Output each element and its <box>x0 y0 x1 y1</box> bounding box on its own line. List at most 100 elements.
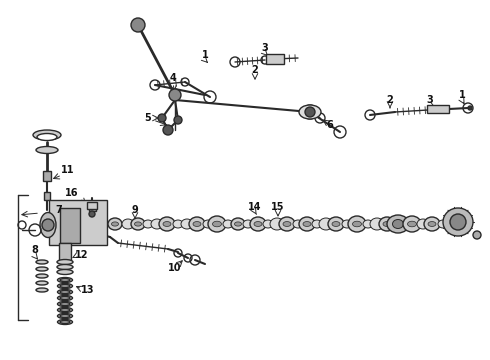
Ellipse shape <box>417 219 429 229</box>
Ellipse shape <box>250 217 266 231</box>
Text: 13: 13 <box>81 285 95 295</box>
Circle shape <box>131 18 145 32</box>
Ellipse shape <box>60 315 70 318</box>
Ellipse shape <box>408 221 416 227</box>
Circle shape <box>89 211 95 217</box>
Ellipse shape <box>319 218 333 230</box>
Ellipse shape <box>159 217 175 231</box>
Circle shape <box>169 89 181 101</box>
Ellipse shape <box>143 220 153 228</box>
Bar <box>49 199 107 244</box>
Ellipse shape <box>348 216 366 232</box>
Ellipse shape <box>189 217 205 231</box>
Ellipse shape <box>392 220 403 229</box>
Ellipse shape <box>299 217 315 231</box>
Ellipse shape <box>363 220 373 228</box>
Ellipse shape <box>108 218 122 230</box>
Ellipse shape <box>57 302 73 306</box>
Ellipse shape <box>57 265 73 270</box>
Text: 1: 1 <box>201 50 208 60</box>
Ellipse shape <box>283 221 291 226</box>
Ellipse shape <box>57 314 73 319</box>
Ellipse shape <box>383 221 391 226</box>
Ellipse shape <box>208 216 226 232</box>
Ellipse shape <box>328 217 344 231</box>
Ellipse shape <box>163 221 171 226</box>
Circle shape <box>158 114 166 122</box>
Text: 7: 7 <box>55 205 62 215</box>
Ellipse shape <box>203 220 213 228</box>
Ellipse shape <box>332 221 340 226</box>
Ellipse shape <box>57 284 73 288</box>
Circle shape <box>450 214 466 230</box>
Ellipse shape <box>131 218 145 230</box>
Ellipse shape <box>303 221 311 226</box>
Bar <box>87 202 97 208</box>
Ellipse shape <box>263 220 273 228</box>
Ellipse shape <box>387 215 409 233</box>
Text: 9: 9 <box>132 205 138 215</box>
Text: 12: 12 <box>75 250 89 260</box>
Text: 3: 3 <box>427 95 433 105</box>
Ellipse shape <box>36 147 58 153</box>
Ellipse shape <box>151 219 163 229</box>
Ellipse shape <box>37 134 57 140</box>
Ellipse shape <box>403 216 421 232</box>
Text: 10: 10 <box>168 263 182 273</box>
Ellipse shape <box>243 220 253 228</box>
Ellipse shape <box>352 221 362 227</box>
Text: 5: 5 <box>145 113 151 123</box>
Ellipse shape <box>299 105 321 119</box>
Ellipse shape <box>279 217 295 231</box>
Text: 3: 3 <box>262 43 269 53</box>
Ellipse shape <box>428 221 436 226</box>
Ellipse shape <box>379 217 395 231</box>
Bar <box>427 105 449 113</box>
Text: 2: 2 <box>387 95 393 105</box>
Ellipse shape <box>60 309 70 311</box>
Text: 4: 4 <box>170 73 176 83</box>
Ellipse shape <box>231 218 245 230</box>
Ellipse shape <box>60 297 70 300</box>
Ellipse shape <box>213 221 221 227</box>
Text: 16: 16 <box>65 188 79 198</box>
Ellipse shape <box>235 222 242 226</box>
Text: 6: 6 <box>327 120 333 130</box>
Circle shape <box>473 231 481 239</box>
Bar <box>266 54 284 64</box>
Ellipse shape <box>370 218 384 230</box>
Bar <box>59 243 71 261</box>
Ellipse shape <box>122 219 134 229</box>
Ellipse shape <box>60 302 70 306</box>
Ellipse shape <box>57 307 73 312</box>
Ellipse shape <box>193 221 201 226</box>
Ellipse shape <box>181 219 193 229</box>
Ellipse shape <box>270 218 284 230</box>
Ellipse shape <box>254 221 262 226</box>
Ellipse shape <box>443 208 473 236</box>
Ellipse shape <box>60 291 70 293</box>
Ellipse shape <box>424 217 440 231</box>
Ellipse shape <box>36 274 48 278</box>
Ellipse shape <box>57 260 73 265</box>
Ellipse shape <box>438 220 448 228</box>
Ellipse shape <box>112 222 119 226</box>
Bar <box>89 205 96 211</box>
Ellipse shape <box>57 270 73 274</box>
Text: 2: 2 <box>252 65 258 75</box>
Ellipse shape <box>40 212 56 238</box>
Ellipse shape <box>223 220 233 228</box>
Ellipse shape <box>57 320 73 324</box>
Ellipse shape <box>60 284 70 288</box>
Text: 15: 15 <box>271 202 285 212</box>
Ellipse shape <box>312 220 322 228</box>
Circle shape <box>174 116 182 124</box>
Ellipse shape <box>33 130 61 140</box>
Text: 11: 11 <box>61 165 75 175</box>
Ellipse shape <box>293 220 303 228</box>
Text: 8: 8 <box>31 245 38 255</box>
Ellipse shape <box>57 289 73 294</box>
Bar <box>43 171 51 181</box>
Circle shape <box>163 125 173 135</box>
Ellipse shape <box>57 296 73 301</box>
